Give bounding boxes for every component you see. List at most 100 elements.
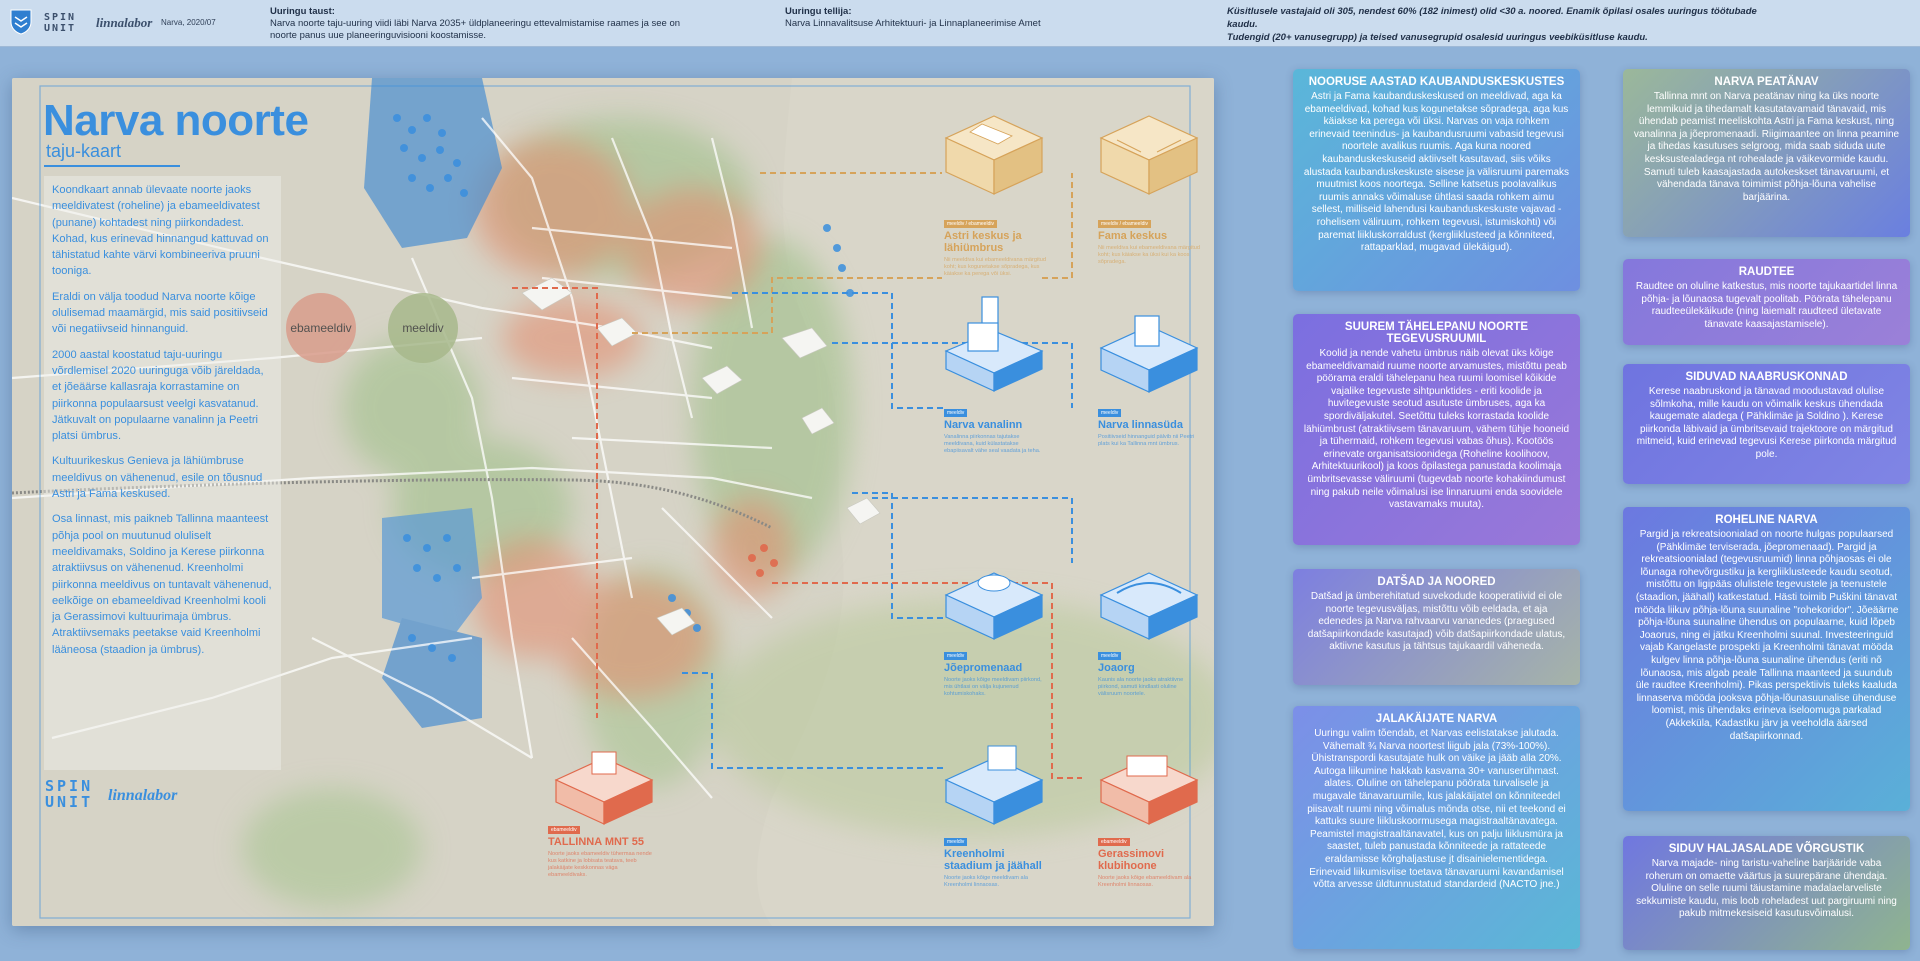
panel-text: Datšad ja ümberehitatud suvekodude koope… — [1307, 591, 1566, 653]
poster-linnalabor-logo: linnalabor — [108, 787, 178, 804]
fama-caption: meeldiv / ebameeldiv Fama keskus Nii mee… — [1098, 212, 1202, 266]
panel-text: Koolid ja nende vahetu ümbrus näib oleva… — [1303, 348, 1570, 511]
poster-subtitle: taju-kaart — [46, 141, 122, 161]
building-name: TALLINNA MNT 55 — [548, 836, 644, 848]
building-name: Jõepromenaad — [944, 662, 1023, 674]
building-tag: meeldiv — [944, 838, 968, 846]
panel-title: SIDUVAD NAABRUSKONNAD — [1685, 371, 1848, 383]
panel-text: Raudtee on oluline katkestus, mis noorte… — [1635, 281, 1898, 330]
building-tag: meeldiv — [1098, 652, 1122, 660]
astri-building-icon — [944, 115, 1044, 195]
spin-unit-logo: SPIN UNIT — [44, 12, 77, 34]
stadium-building-icon — [944, 745, 1044, 825]
building-desc: Kaunis ala noorte jaoks atraktiivne piir… — [1098, 677, 1184, 697]
building-desc: Nii meeldiva kui ebameeldivana märgitud … — [1098, 245, 1200, 265]
perception-map-poster: Narva noorte taju-kaart Koondkaart annab… — [12, 78, 1214, 926]
river-promenade-icon — [944, 572, 1044, 640]
astri-caption: meeldiv / ebameeldiv Astri keskus ja läh… — [944, 212, 1048, 278]
study-client-text: Narva Linnavalitsuse Arhitektuuri- ja Li… — [785, 18, 1041, 29]
building-tag: meeldiv — [944, 409, 968, 417]
map-landmarks — [521, 277, 881, 636]
study-background-label: Uuringu taust: — [270, 6, 335, 17]
tallinna-mnt-caption: ebameeldiv TALLINNA MNT 55 Noorte jaoks … — [548, 818, 652, 879]
poster-spin-unit-logo: SPIN UNIT — [45, 777, 94, 811]
intro-paragraph: Kultuurikeskus Genieva ja lähiümbruse me… — [52, 455, 263, 501]
panel-title: NARVA PEATÄNAV — [1714, 76, 1819, 88]
panel-pedestrian-narva: JALAKÄIJATE NARVA Uuringu valim tõendab,… — [1293, 706, 1580, 949]
fama-building-icon — [1099, 115, 1199, 195]
header-bar: SPIN UNIT linnalabor Narva, 2020/07 Uuri… — [0, 0, 1920, 47]
panel-datshas: DATŠAD JA NOORED Datšad ja ümberehitatud… — [1293, 569, 1580, 685]
building-tag: meeldiv / ebameeldiv — [1098, 220, 1151, 228]
narva-coat-of-arms-icon — [10, 9, 32, 35]
gerassimov-caption: ebameeldiv Gerassimovi klubihoone Noorte… — [1098, 830, 1202, 889]
panel-title: DATŠAD JA NOORED — [1377, 576, 1496, 588]
building-tag: meeldiv — [944, 652, 968, 660]
building-desc: Noorte jaoks kõige ebameeldivam ala Kree… — [1098, 875, 1192, 888]
panel-text: Narva majade- ning taristu-vaheline barj… — [1636, 858, 1897, 920]
old-town-building-icon — [944, 296, 1044, 392]
panel-title: NOORUSE AASTAD KAUBANDUSKESKUSTES — [1308, 76, 1565, 88]
building-desc: Noorte jaoks ebameeldiv tühermaa nende k… — [548, 851, 652, 878]
study-background-text: Narva noorte taju-uuring viidi läbi Narv… — [270, 18, 681, 41]
legend-unpleasant: ebameeldiv — [286, 293, 356, 363]
panel-text: Uuringu valim tõendab, et Narvas eelista… — [1307, 728, 1566, 891]
panel-main-street: NARVA PEATÄNAV Tallinna mnt on Narva pea… — [1623, 69, 1910, 237]
study-background: Uuringu taust: Narva noorte taju-uuring … — [270, 6, 690, 42]
city-centre-caption: meeldiv Narva linnasüda Positiivseid hin… — [1098, 401, 1202, 448]
intro-paragraph: Koondkaart annab ülevaate noorte jaoks m… — [52, 184, 269, 278]
intro-paragraph: Eraldi on välja toodud Narva noorte kõig… — [52, 290, 268, 336]
city-centre-building-icon — [1099, 315, 1199, 393]
respondents-line-2: Tudengid (20+ vanusegrupp) ja teised van… — [1227, 32, 1648, 43]
railway — [12, 478, 773, 530]
intro-paragraph: Osa linnast, mis paikneb Tallinna maante… — [52, 513, 272, 656]
place-date: Narva, 2020/07 — [161, 18, 216, 27]
building-name: Astri keskus ja lähiümbrus — [944, 230, 1022, 254]
panel-title: JALAKÄIJATE NARVA — [1375, 713, 1498, 725]
building-tag: meeldiv / ebameeldiv — [944, 220, 997, 228]
building-desc: Positiivseid hinnanguid pälvib nii Peetr… — [1098, 434, 1195, 447]
building-tag: ebameeldiv — [548, 826, 580, 834]
legend-pleasant: meeldiv — [388, 293, 458, 363]
building-name: Fama keskus — [1098, 230, 1168, 242]
respondents-info: Küsitlusele vastajaid oli 305, nendest 6… — [1227, 5, 1787, 44]
stadium-caption: meeldiv Kreenholmi staadium ja jäähall N… — [944, 830, 1048, 889]
intro-paragraph: 2000 aastal koostatud taju-uuringu võrdl… — [52, 348, 264, 443]
panel-green-narva: ROHELINE NARVA Pargid ja rekreatsioonial… — [1623, 507, 1910, 811]
building-name: Joaorg — [1098, 662, 1135, 674]
joaorg-icon — [1099, 572, 1199, 640]
building-desc: Noorte jaoks kõige meeldivam ala Kreenho… — [944, 875, 1028, 888]
panel-text: Tallinna mnt on Narva peatänav ning ka ü… — [1633, 91, 1900, 203]
gerassimov-building-icon — [1099, 755, 1199, 825]
river-promenade-caption: meeldiv Jõepromenaad Noorte jaoks kõige … — [944, 644, 1048, 698]
panel-title: SIDUV HALJASALADE VÕRGUSTIK — [1668, 843, 1865, 855]
tallinna-mnt-building-icon — [554, 751, 654, 825]
building-name: Gerassimovi klubihoone — [1098, 848, 1165, 872]
panel-text: Pargid ja rekreatsioonialad on noorte hu… — [1634, 529, 1899, 742]
building-desc: Nii meeldiva kui ebameeldivana märgitud … — [944, 257, 1046, 277]
panel-green-network: SIDUV HALJASALADE VÕRGUSTIK Narva majade… — [1623, 836, 1910, 950]
building-desc: Vanalinna piirkonnas tajutakse meeldivan… — [944, 434, 1041, 454]
building-name: Kreenholmi staadium ja jäähall — [944, 848, 1042, 872]
building-desc: Noorte jaoks kõige meeldivam piirkond, m… — [944, 677, 1042, 697]
study-client: Uuringu tellija: Narva Linnavalitsuse Ar… — [785, 6, 1145, 30]
joaorg-caption: meeldiv Joaorg Kaunis ala noorte jaoks a… — [1098, 644, 1202, 698]
panel-title: ROHELINE NARVA — [1715, 514, 1818, 526]
panel-text: Astri ja Fama kaubanduskeskused on meeld… — [1303, 91, 1570, 254]
linnalabor-logo: linnalabor — [96, 15, 153, 30]
old-town-caption: meeldiv Narva vanalinn Vanalinna piirkon… — [944, 401, 1048, 455]
building-name: Narva vanalinn — [944, 419, 1023, 431]
building-tag: ebameeldiv — [1098, 838, 1130, 846]
tree-symbols — [393, 114, 854, 662]
respondents-line-1: Küsitlusele vastajaid oli 305, nendest 6… — [1227, 6, 1757, 30]
title-underline — [44, 165, 180, 167]
study-client-label: Uuringu tellija: — [785, 6, 852, 17]
panel-railway: RAUDTEE Raudtee on oluline katkestus, mi… — [1623, 259, 1910, 345]
panel-neighbourhoods: SIDUVAD NAABRUSKONNAD Kerese naabruskond… — [1623, 364, 1910, 484]
panel-title: SUUREM TÄHELEPANU NOORTE TEGEVUSRUUMIL — [1344, 321, 1529, 345]
poster-title: Narva noorte — [43, 96, 309, 145]
building-tag: meeldiv — [1098, 409, 1122, 417]
city-map — [12, 78, 1214, 926]
panel-youth-activity-space: SUUREM TÄHELEPANU NOORTE TEGEVUSRUUMIL K… — [1293, 314, 1580, 545]
panel-title: RAUDTEE — [1738, 266, 1795, 278]
